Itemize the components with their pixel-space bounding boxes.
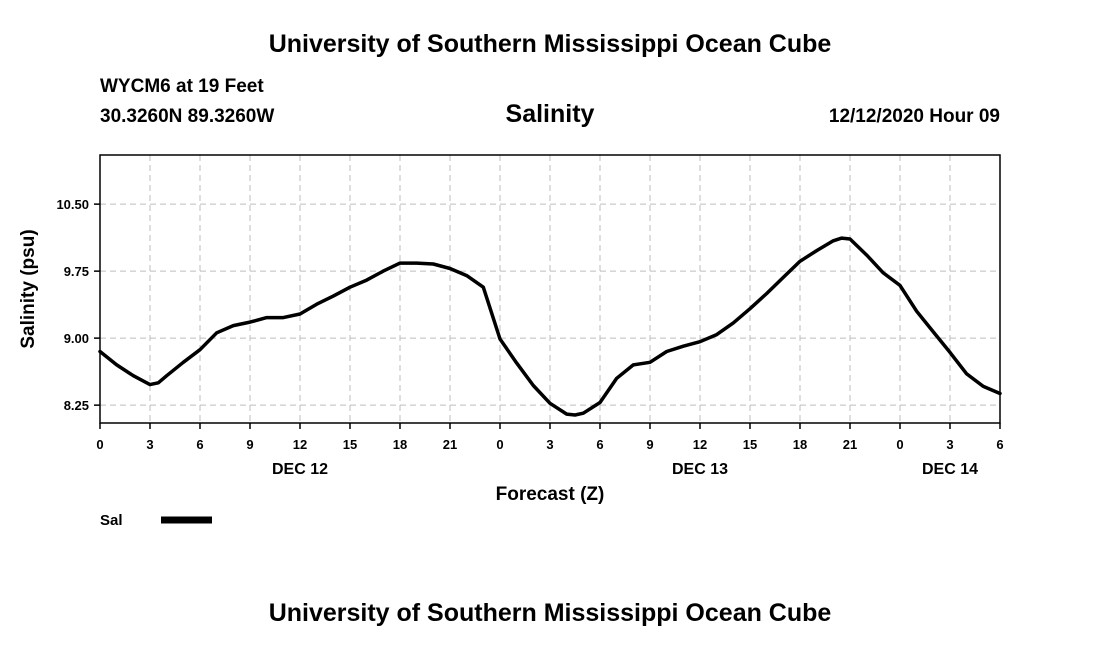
x-tick-label: 21: [843, 437, 857, 452]
coordinates-label: 30.3260N 89.3260W: [100, 106, 275, 127]
x-tick-label: 15: [343, 437, 357, 452]
grid-lines: [100, 155, 1000, 423]
x-tick-label: 6: [596, 437, 603, 452]
y-tick-label: 8.25: [64, 398, 89, 413]
series-line-sal: [98, 236, 1002, 417]
x-tick-label: 21: [443, 437, 457, 452]
y-tick-label: 10.50: [56, 197, 89, 212]
issued-timestamp: 12/12/2020 Hour 09: [828, 106, 1000, 127]
legend: Sal: [100, 512, 212, 529]
chart-title: Salinity: [505, 100, 595, 128]
y-tick-label: 9.75: [64, 264, 89, 279]
day-label: DEC 14: [922, 461, 978, 478]
y-axis-title: Salinity (psu): [18, 229, 39, 348]
x-tick-label: 3: [546, 437, 553, 452]
axis-ticks: [94, 203, 1001, 429]
tick-labels: 0 3 6 9 12 15 18 21 0 3 6 9 12 15 18 21 0 3 6 8.25 9.00 9.75 1…: [56, 197, 1003, 478]
page-title: University of Southern Mississippi Ocean…: [268, 30, 832, 58]
x-tick-label: 18: [793, 437, 807, 452]
day-label: DEC 12: [272, 461, 328, 478]
legend-label-sal: Sal: [100, 512, 123, 529]
station-label: WYCM6 at 19 Feet: [100, 76, 264, 97]
x-tick-label: 18: [393, 437, 407, 452]
footer-title: University of Southern Mississippi Ocean…: [268, 599, 832, 627]
day-label: DEC 13: [672, 461, 728, 478]
y-tick-label: 9.00: [64, 331, 89, 346]
x-tick-label: 6: [196, 437, 203, 452]
x-tick-label: 12: [693, 437, 707, 452]
x-tick-label: 9: [646, 437, 653, 452]
x-tick-label: 0: [96, 437, 103, 452]
x-tick-label: 0: [896, 437, 903, 452]
x-tick-label: 3: [946, 437, 953, 452]
x-tick-label: 0: [496, 437, 503, 452]
x-tick-label: 15: [743, 437, 757, 452]
x-tick-label: 3: [146, 437, 153, 452]
x-tick-label: 9: [246, 437, 253, 452]
x-axis-title: Forecast (Z): [496, 484, 605, 505]
x-tick-label: 6: [996, 437, 1003, 452]
x-tick-label: 12: [293, 437, 307, 452]
